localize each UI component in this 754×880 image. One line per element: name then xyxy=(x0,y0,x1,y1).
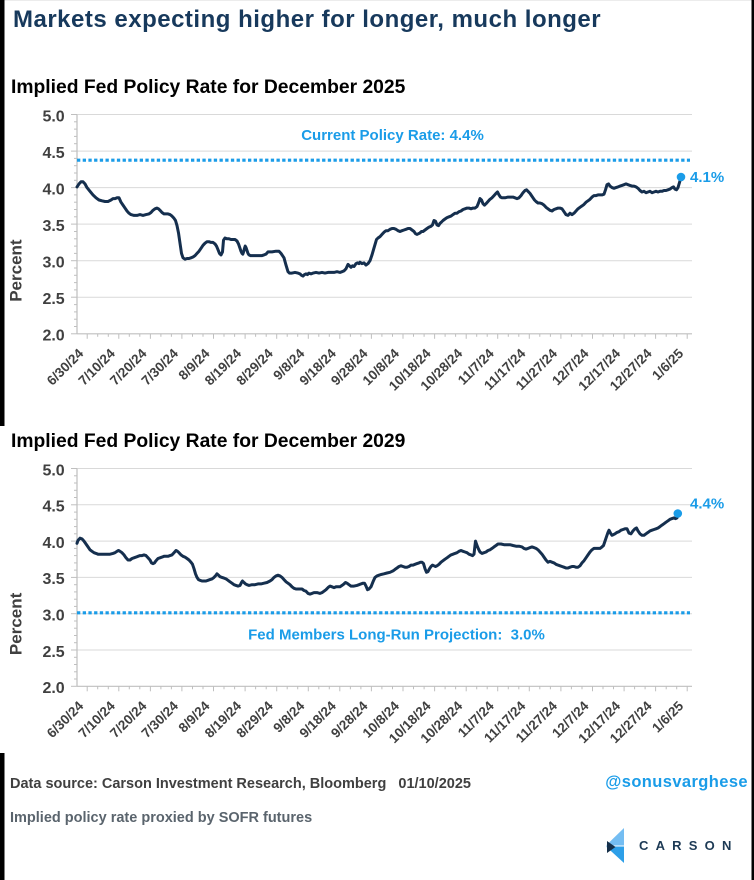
svg-text:5.0: 5.0 xyxy=(42,462,64,479)
svg-text:@sonusvarghese: @sonusvarghese xyxy=(605,773,748,791)
svg-text:Percent: Percent xyxy=(7,239,26,302)
svg-text:Data source: Carson Investment: Data source: Carson Investment Research,… xyxy=(10,776,471,792)
svg-text:3.0: 3.0 xyxy=(42,255,64,272)
svg-text:2.5: 2.5 xyxy=(42,644,64,661)
svg-text:Implied Fed Policy Rate for De: Implied Fed Policy Rate for December 202… xyxy=(11,431,405,452)
svg-text:4.5: 4.5 xyxy=(42,145,64,162)
svg-text:Implied policy rate proxied by: Implied policy rate proxied by SOFR futu… xyxy=(10,810,312,826)
svg-text:2.5: 2.5 xyxy=(42,291,64,308)
svg-text:2.0: 2.0 xyxy=(42,328,64,345)
svg-text:2.0: 2.0 xyxy=(42,680,64,697)
svg-text:Percent: Percent xyxy=(7,592,26,655)
svg-text:4.0: 4.0 xyxy=(42,181,64,198)
svg-text:5.0: 5.0 xyxy=(42,108,64,125)
svg-text:Markets expecting higher for l: Markets expecting higher for longer, muc… xyxy=(13,6,601,33)
svg-text:Implied Fed Policy Rate for De: Implied Fed Policy Rate for December 202… xyxy=(11,77,406,98)
svg-text:3.0: 3.0 xyxy=(42,608,64,625)
svg-text:CARSON: CARSON xyxy=(639,838,739,853)
svg-text:Current Policy Rate: 4.4%: Current Policy Rate: 4.4% xyxy=(301,127,484,144)
svg-text:4.4%: 4.4% xyxy=(690,496,724,513)
svg-text:3.5: 3.5 xyxy=(42,571,64,588)
svg-text:3.5: 3.5 xyxy=(42,218,64,235)
svg-text:4.0: 4.0 xyxy=(42,535,64,552)
svg-text:4.1%: 4.1% xyxy=(690,169,724,186)
svg-text:Fed Members Long-Run Projectio: Fed Members Long-Run Projection: 3.0% xyxy=(248,627,545,644)
svg-text:4.5: 4.5 xyxy=(42,499,64,516)
